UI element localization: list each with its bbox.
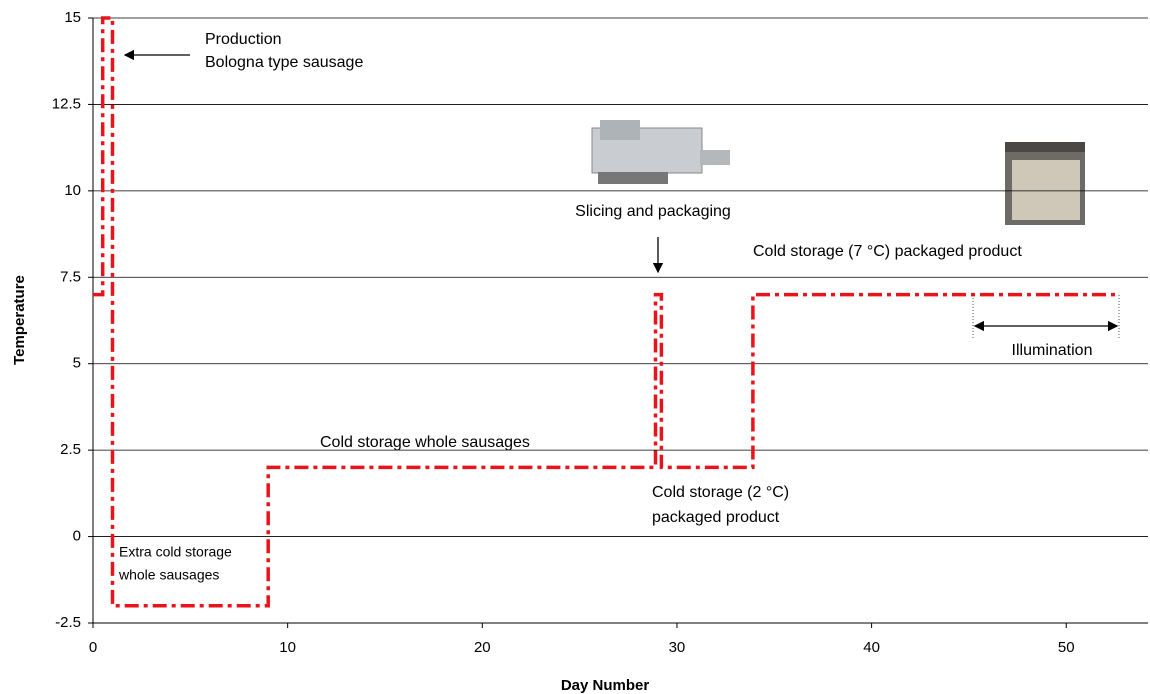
annotation: Slicing and packaging: [575, 203, 731, 220]
y-tick-label: -2.5: [55, 614, 81, 631]
y-tick-label: 7.5: [60, 268, 81, 285]
x-tick-label: 30: [669, 639, 686, 656]
x-tick-label: 20: [474, 639, 491, 656]
y-axis-label: Temperature: [11, 275, 28, 365]
x-tick-label: 10: [279, 639, 296, 656]
cabinet-image: [1005, 142, 1085, 225]
y-tick-label: 0: [73, 528, 81, 545]
y-tick-label: 15: [64, 9, 81, 26]
annotation: whole sausages: [118, 567, 219, 583]
machine-image: [591, 120, 730, 184]
x-tick-label: 50: [1058, 639, 1075, 656]
temperature-line: [93, 16, 1119, 608]
annotation: Extra cold storage: [119, 544, 232, 560]
annotation: Production: [205, 31, 282, 48]
annotation: Illumination: [1012, 342, 1093, 359]
annotation: Cold storage (7 °C) packaged product: [753, 243, 1022, 260]
annotation: Cold storage whole sausages: [320, 434, 530, 451]
y-tick-label: 10: [64, 182, 81, 199]
x-tick-label: 0: [89, 639, 97, 656]
annotation: packaged product: [652, 509, 780, 526]
annotation: Cold storage (2 °C): [652, 484, 789, 501]
x-axis-label: Day Number: [561, 677, 650, 694]
y-tick-label: 5: [73, 355, 81, 372]
annotation: Bologna type sausage: [205, 54, 363, 71]
y-tick-label: 2.5: [60, 441, 81, 458]
y-tick-label: 12.5: [52, 95, 81, 112]
x-tick-label: 40: [863, 639, 880, 656]
